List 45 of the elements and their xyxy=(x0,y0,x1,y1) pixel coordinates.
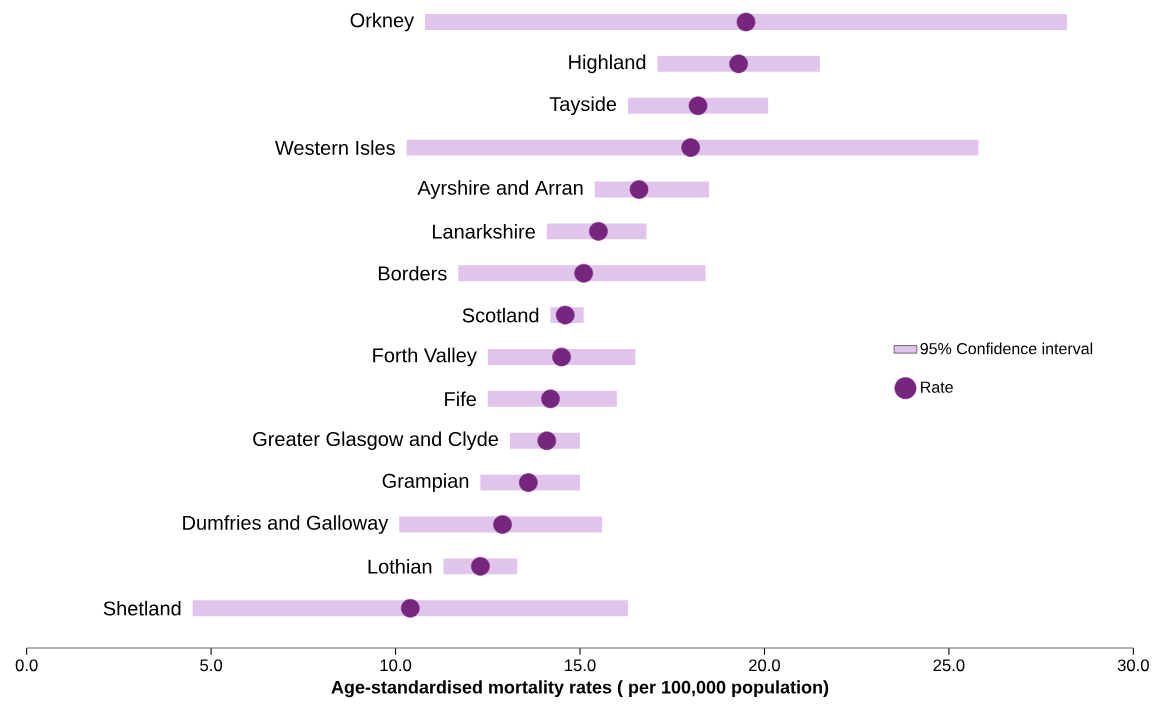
point xyxy=(729,54,748,74)
x-tick-label: 10.0 xyxy=(380,659,412,672)
point xyxy=(519,473,538,492)
y-tick-label: Highland xyxy=(569,54,646,74)
y-tick-label: Orkney xyxy=(350,12,415,32)
point xyxy=(552,347,571,367)
y-tick-label: Shetland xyxy=(103,600,181,616)
point xyxy=(688,96,708,116)
x-tick-label: 25.0 xyxy=(933,659,965,672)
y-tick-label: Ayrshire and Arran xyxy=(417,180,583,199)
bar xyxy=(192,600,628,617)
x-tick-label: 20.0 xyxy=(749,659,781,672)
y-tick-label: Tayside xyxy=(549,96,617,116)
point xyxy=(736,12,756,32)
y-tick-label: Dumfries and Galloway xyxy=(183,515,389,534)
x-tick-label: 30.0 xyxy=(1117,659,1149,672)
y-tick-label: Western Isles xyxy=(274,140,395,155)
point xyxy=(574,263,594,283)
y-tick-label: Greater Glasgow and Clyde xyxy=(253,431,499,451)
y-tick-label: Grampian xyxy=(382,473,469,492)
x-tick-label: 5.0 xyxy=(200,659,223,672)
point xyxy=(471,557,490,576)
point xyxy=(589,222,608,241)
bar xyxy=(425,14,1067,30)
legend-label: 95% Confidence interval xyxy=(920,342,1093,355)
legend-label: Rate xyxy=(921,381,953,393)
y-tick-label: Borders xyxy=(378,265,447,281)
point xyxy=(493,515,512,534)
y-tick-label: Lothian xyxy=(368,559,432,574)
point xyxy=(400,598,420,618)
y-tick-label: Fife xyxy=(445,391,476,407)
point xyxy=(537,431,557,451)
y-tick-label: Scotland xyxy=(462,307,539,323)
bar xyxy=(657,55,820,72)
y-tick-label: Lanarkshire xyxy=(433,224,535,239)
bar xyxy=(406,139,979,156)
x-tick-label: 15.0 xyxy=(565,659,596,672)
point xyxy=(629,180,649,199)
bar xyxy=(458,265,706,282)
x-axis-title: Age-standardised mortality rates ( per 100,000 population) xyxy=(331,680,829,698)
y-tick-label: Forth Valley xyxy=(373,347,477,367)
point xyxy=(681,138,701,157)
point xyxy=(555,305,575,325)
point xyxy=(541,389,560,409)
x-tick-label: 0.0 xyxy=(15,659,38,672)
